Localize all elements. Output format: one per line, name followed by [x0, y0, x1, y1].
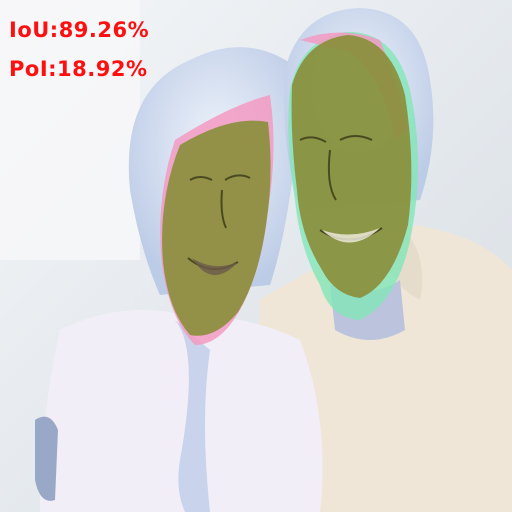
- man-mouth: [322, 228, 380, 243]
- man-face-mask: [291, 35, 412, 298]
- woman-face-mask: [162, 120, 271, 336]
- man-shirt: [259, 225, 512, 512]
- woman-collar-shadow: [175, 320, 210, 512]
- woman-blouse: [40, 310, 323, 512]
- woman-hand: [35, 416, 58, 501]
- woman-mouth: [192, 258, 238, 276]
- iou-metric: IoU:89.26%: [9, 18, 150, 42]
- pol-metric: PoI:18.92%: [9, 57, 148, 81]
- background-window-light: [0, 0, 140, 260]
